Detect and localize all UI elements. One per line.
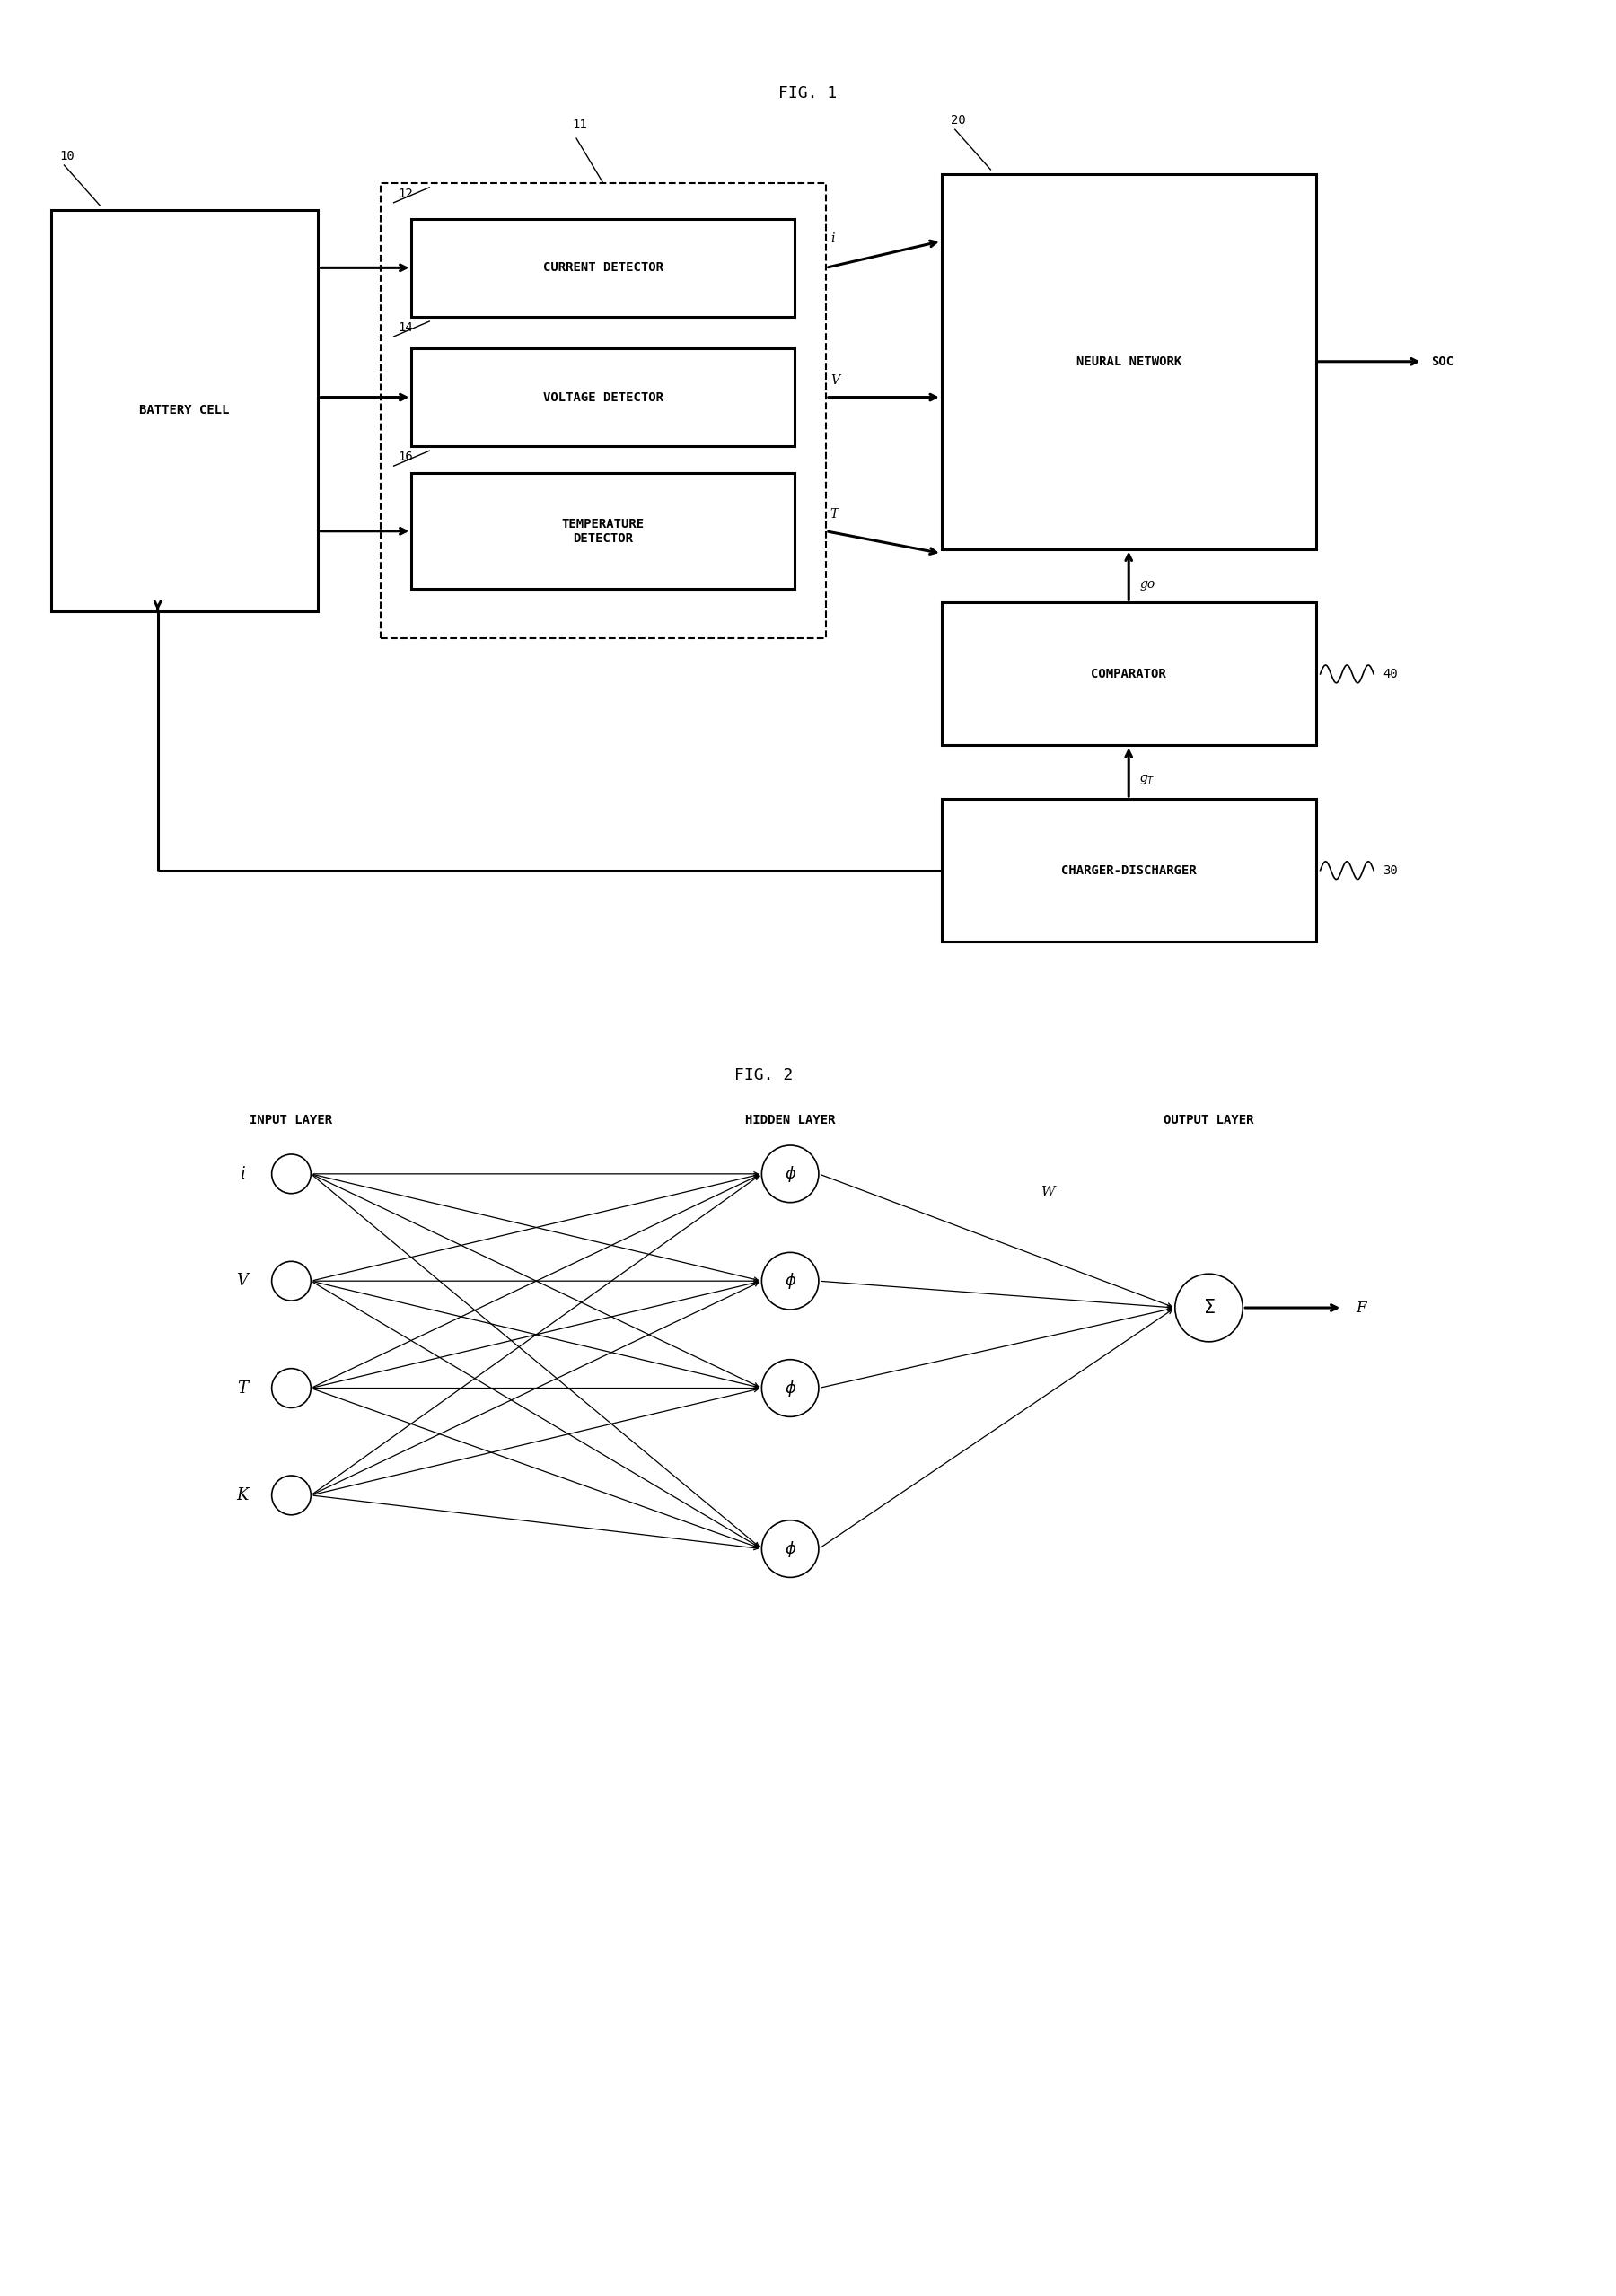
Text: 12: 12 <box>398 188 414 200</box>
Circle shape <box>271 1261 310 1300</box>
Text: NEURAL NETWORK: NEURAL NETWORK <box>1076 356 1181 367</box>
Circle shape <box>271 1155 310 1194</box>
Text: 40: 40 <box>1383 668 1398 680</box>
Circle shape <box>761 1359 819 1417</box>
Text: T: T <box>831 507 839 521</box>
Text: FIG. 1: FIG. 1 <box>779 85 837 101</box>
Text: 20: 20 <box>950 115 966 126</box>
Text: TEMPERATURE
DETECTOR: TEMPERATURE DETECTOR <box>562 517 645 544</box>
FancyBboxPatch shape <box>942 799 1315 941</box>
Text: SOC: SOC <box>1432 356 1454 367</box>
Text: 10: 10 <box>60 149 74 163</box>
Text: i: i <box>831 232 834 246</box>
Text: 16: 16 <box>398 450 414 464</box>
Text: V: V <box>831 374 839 386</box>
Text: 30: 30 <box>1383 863 1398 877</box>
Text: $\phi$: $\phi$ <box>784 1164 797 1185</box>
Text: i: i <box>239 1166 246 1182</box>
Text: $\phi$: $\phi$ <box>784 1378 797 1398</box>
Circle shape <box>271 1368 310 1407</box>
FancyBboxPatch shape <box>942 174 1315 549</box>
FancyBboxPatch shape <box>50 209 318 611</box>
Text: V: V <box>236 1272 249 1288</box>
Text: HIDDEN LAYER: HIDDEN LAYER <box>745 1114 835 1127</box>
Circle shape <box>1175 1274 1243 1341</box>
Text: $g_T$: $g_T$ <box>1139 771 1155 785</box>
Circle shape <box>761 1251 819 1309</box>
Text: $\phi$: $\phi$ <box>784 1538 797 1559</box>
FancyBboxPatch shape <box>412 349 795 445</box>
Text: CHARGER-DISCHARGER: CHARGER-DISCHARGER <box>1062 863 1196 877</box>
Text: CURRENT DETECTOR: CURRENT DETECTOR <box>543 262 663 273</box>
Text: FIG. 2: FIG. 2 <box>734 1068 793 1084</box>
Text: 11: 11 <box>572 119 587 131</box>
Circle shape <box>761 1520 819 1577</box>
Text: T: T <box>238 1380 247 1396</box>
Text: OUTPUT LAYER: OUTPUT LAYER <box>1164 1114 1254 1127</box>
FancyBboxPatch shape <box>412 218 795 317</box>
Text: COMPARATOR: COMPARATOR <box>1091 668 1167 680</box>
Text: BATTERY CELL: BATTERY CELL <box>139 404 229 418</box>
FancyBboxPatch shape <box>412 473 795 590</box>
Circle shape <box>271 1476 310 1515</box>
FancyBboxPatch shape <box>942 602 1315 746</box>
Text: K: K <box>236 1488 249 1504</box>
Text: F: F <box>1356 1300 1366 1316</box>
Circle shape <box>761 1146 819 1203</box>
Text: go: go <box>1139 579 1155 590</box>
Text: W: W <box>1042 1185 1055 1199</box>
Text: $\Sigma$: $\Sigma$ <box>1202 1300 1215 1318</box>
Text: $\phi$: $\phi$ <box>784 1272 797 1290</box>
Text: INPUT LAYER: INPUT LAYER <box>250 1114 333 1127</box>
Text: 14: 14 <box>398 321 414 333</box>
Text: VOLTAGE DETECTOR: VOLTAGE DETECTOR <box>543 390 663 404</box>
